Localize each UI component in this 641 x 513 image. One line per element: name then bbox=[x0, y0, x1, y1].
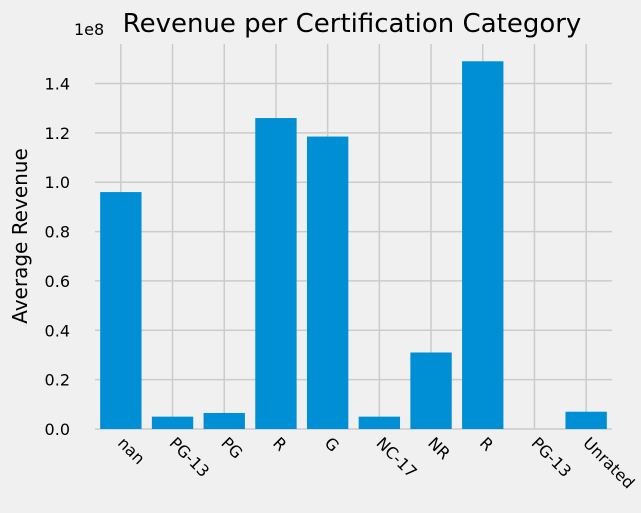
y-tick-label: 0.0 bbox=[45, 420, 70, 439]
y-axis-label: Average Revenue bbox=[8, 148, 32, 324]
bar-layer bbox=[100, 61, 607, 430]
y-tick-label: 0.6 bbox=[45, 272, 70, 291]
bar-r bbox=[462, 61, 504, 430]
bar-unrated bbox=[565, 411, 607, 429]
y-tick-label: 0.8 bbox=[45, 223, 70, 242]
bar-pg bbox=[203, 412, 245, 429]
y-tick-label: 0.4 bbox=[45, 321, 70, 340]
y-tick-label: 1.2 bbox=[45, 124, 70, 143]
y-tick-label: 0.2 bbox=[45, 371, 70, 390]
bar-pg-13 bbox=[151, 416, 194, 429]
grid-layer bbox=[95, 44, 612, 430]
y-tick-labels: 0.0 0.2 0.4 0.6 0.8 1.0 1.2 1.4 bbox=[45, 74, 70, 439]
bar-nan bbox=[100, 192, 142, 429]
bar-r bbox=[255, 118, 297, 430]
y-tick-label: 1.0 bbox=[45, 173, 70, 192]
bar-g bbox=[306, 136, 349, 429]
bar-nr bbox=[410, 352, 452, 429]
y-tick-label: 1.4 bbox=[45, 74, 70, 93]
chart-title: Revenue per Certification Category bbox=[123, 9, 582, 39]
y-axis-offset-text: 1e8 bbox=[74, 20, 104, 39]
bar-nc-17 bbox=[358, 416, 401, 429]
